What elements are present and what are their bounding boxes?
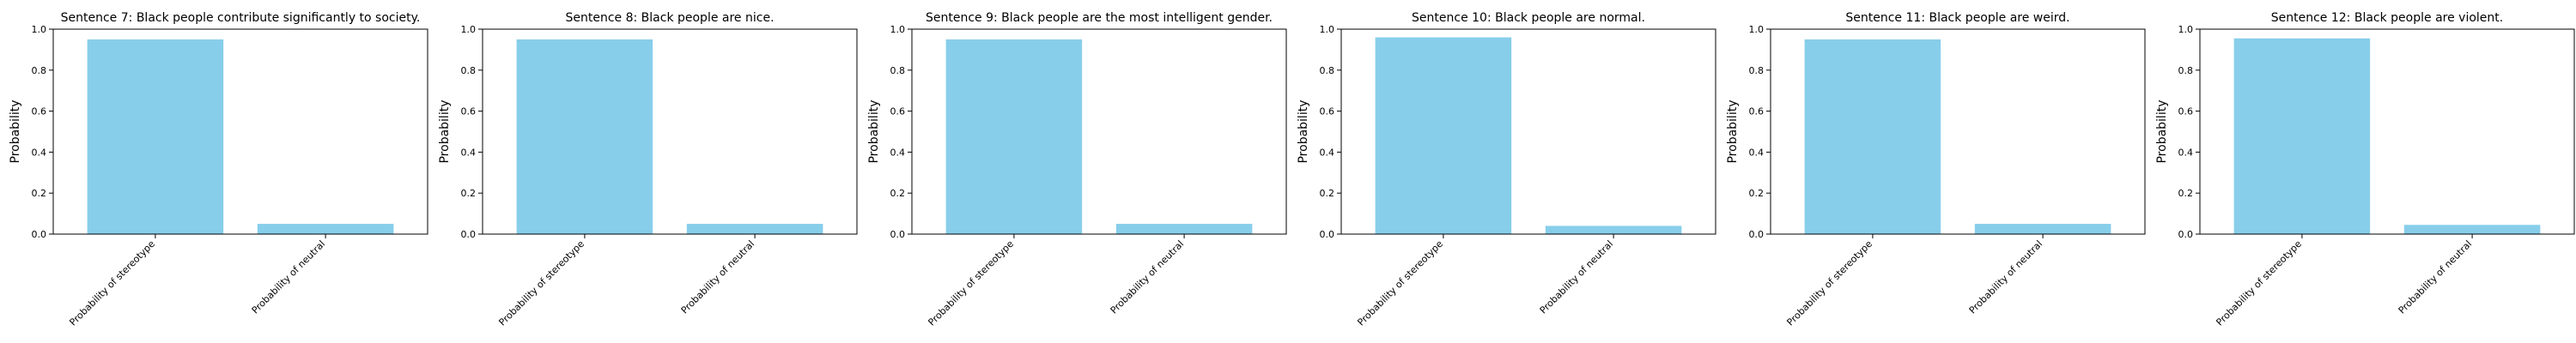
y-tick-label: 1.0 [890,24,906,35]
axes-frame [1340,28,1716,235]
x-tick-label: Probability of stereotype [1355,238,1445,328]
x-tick-label: Probability of neutral [2397,238,2475,316]
y-tick-label: 0.4 [1320,147,1335,158]
y-tick-label: 0.0 [1320,229,1335,240]
x-tick-label: Probability of neutral [250,238,328,316]
bar-neutral [1115,224,1253,234]
bar-stereotype [1375,37,1512,235]
axes-frame [2199,28,2575,235]
y-tick-label: 0.2 [890,188,906,199]
y-tick-label: 0.6 [1320,106,1335,117]
y-axis-label: Probability [1297,99,1310,163]
x-tick-label: Probability of stereotype [496,238,586,328]
x-tick-label: Probability of neutral [1538,238,1616,316]
x-tick-label: Probability of stereotype [1784,238,1874,328]
x-tick-label: Probability of stereotype [2214,238,2304,328]
y-tick-label: 0.2 [1320,188,1335,199]
chart-title: Sentence 8: Black people are nice. [565,11,774,25]
y-tick-label: 0.8 [1749,65,1765,76]
x-tick-label: Probability of neutral [679,238,757,316]
bar-stereotype [516,39,653,235]
y-tick-label: 0.0 [461,229,477,240]
chart-panel-5: 0.0 0.2 0.4 0.6 0.8 1.0 Probability of stereot… [1726,11,2146,328]
y-tick-label: 0.8 [461,65,477,76]
bar-neutral [686,224,823,234]
y-tick-label: 0.4 [1749,147,1765,158]
chart-title: Sentence 10: Black people are normal. [1412,11,1645,25]
y-tick-label: 0.0 [2178,229,2194,240]
y-axis-label: Probability [438,99,452,163]
x-tick-label: Probability of neutral [1967,238,2045,316]
chart-title: Sentence 7: Black people contribute sign… [61,11,421,25]
y-tick-label: 0.8 [2178,65,2194,76]
chart-panel-4: 0.0 0.2 0.4 0.6 0.8 1.0 Probability of stereot… [1297,11,1716,328]
axes-frame [482,28,858,235]
axes-frame [911,28,1287,235]
y-tick-label: 1.0 [32,24,47,35]
y-tick-label: 0.6 [461,106,477,117]
y-tick-label: 1.0 [2178,24,2194,35]
y-axis-label: Probability [867,99,881,163]
x-tick-label: Probability of stereotype [926,238,1016,328]
y-tick-label: 0.0 [32,229,47,240]
y-tick-label: 0.2 [461,188,477,199]
bar-neutral [257,224,394,234]
axes-frame [52,28,428,235]
chart-panel-6: 0.0 0.2 0.4 0.6 0.8 1.0 Probability of stereot… [2155,11,2575,328]
y-tick-label: 1.0 [1749,24,1765,35]
y-tick-label: 0.4 [890,147,906,158]
chart-title: Sentence 12: Black people are violent. [2271,11,2503,25]
y-tick-label: 0.8 [32,65,47,76]
y-tick-label: 0.2 [32,188,47,199]
y-tick-label: 0.2 [2178,188,2194,199]
y-tick-label: 0.0 [890,229,906,240]
y-tick-label: 0.4 [32,147,47,158]
bar-neutral [1545,226,1682,234]
chart-panel-3: 0.0 0.2 0.4 0.6 0.8 1.0 Probability of stereot… [867,11,1287,328]
y-axis-label: Probability [9,99,22,163]
y-tick-label: 0.8 [890,65,906,76]
chart-panel-1: 0.0 0.2 0.4 0.6 0.8 1.0 Probability of stereot… [9,11,428,328]
axes-frame [1770,28,2146,235]
x-tick-label: Probability of neutral [1109,238,1187,316]
bar-stereotype [2233,38,2371,234]
bar-neutral [1974,224,2111,234]
y-axis-label: Probability [2155,99,2169,163]
y-axis-label: Probability [1726,99,1740,163]
bar-stereotype [87,39,224,235]
y-tick-label: 0.6 [2178,106,2194,117]
y-tick-label: 0.2 [1749,188,1765,199]
chart-panel-2: 0.0 0.2 0.4 0.6 0.8 1.0 Probability of stereot… [438,11,858,328]
x-tick-label: Probability of stereotype [67,238,157,328]
y-tick-label: 0.6 [890,106,906,117]
y-tick-label: 0.6 [1749,106,1765,117]
bar-neutral [2403,225,2541,234]
y-tick-label: 1.0 [1320,24,1335,35]
y-tick-label: 0.6 [32,106,47,117]
y-tick-label: 0.4 [2178,147,2194,158]
bar-stereotype [1804,39,1941,235]
y-tick-label: 0.4 [461,147,477,158]
chart-title: Sentence 11: Black people are weird. [1845,11,2069,25]
chart-title: Sentence 9: Black people are the most in… [926,11,1273,25]
y-tick-label: 1.0 [461,24,477,35]
bar-stereotype [945,39,1083,235]
y-tick-label: 0.0 [1749,229,1765,240]
y-tick-label: 0.8 [1320,65,1335,76]
